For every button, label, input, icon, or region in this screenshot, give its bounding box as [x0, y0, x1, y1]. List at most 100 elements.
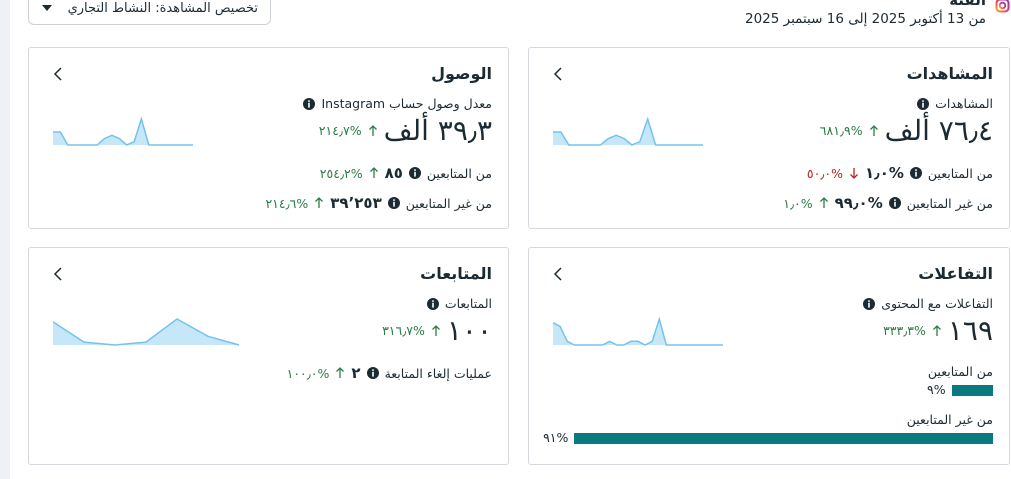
info-dot	[915, 169, 917, 171]
breakdown-row: من غير المتابعين %٩٩٫٠ %١٫٠	[783, 194, 993, 212]
metric-change: %٢١٤٫٧	[318, 123, 362, 138]
info-icon	[917, 97, 930, 110]
breakdown-change: %٢١٤٫٦	[265, 195, 309, 211]
info-dot	[868, 299, 871, 302]
info-icon	[408, 167, 421, 179]
arrow-path	[315, 197, 324, 208]
trend-arrow	[819, 197, 828, 208]
caret	[42, 5, 52, 11]
info-dot	[392, 199, 395, 201]
metric-card: التفاعلات التفاعلات مع المحتوى ١٦٩ %٣٣٣٫٣ من…	[528, 247, 1010, 465]
date-range: من 13 أكتوبر 2025 إلى 16 سبتمبر 2025	[745, 11, 986, 27]
chevron[interactable]	[553, 267, 563, 281]
trend-arrow	[431, 324, 440, 336]
info-bar	[868, 302, 871, 308]
arrow-path	[869, 124, 878, 136]
metric-value: ١٠٠	[446, 314, 492, 347]
sparkline	[52, 318, 240, 346]
info-bar	[922, 102, 924, 108]
info-dot	[432, 299, 434, 302]
info-bar	[414, 171, 416, 177]
metric-card: المشاهدات المشاهدات ٧٦٫٤ ألف %٦٨١٫٩ من المتا…	[528, 47, 1010, 229]
chevron[interactable]	[53, 67, 63, 81]
breakdown-row: عمليات إلغاء المتابعة ٢ %١٠٠٫٠	[287, 364, 492, 382]
breakdown-value: ٨٥	[384, 164, 403, 182]
view-selector-label: تخصيص المشاهدة: النشاط التجاري	[67, 1, 258, 16]
sparkline-line	[52, 318, 240, 346]
metric-label: المتابعات	[426, 296, 492, 311]
metric-value: ٧٦٫٤ ألف	[884, 114, 993, 147]
info-dot	[893, 199, 896, 201]
arrow-path	[369, 167, 378, 178]
arrow-path	[932, 324, 941, 336]
card-title: المتابعات	[420, 264, 492, 283]
breakdown-value: ٣٩٬٢٥٣	[330, 194, 382, 212]
breakdown-value: ٢	[351, 364, 361, 382]
sparkline-line	[53, 116, 193, 146]
metric-label-text: المشاهدات	[935, 96, 993, 111]
info-bar	[371, 371, 374, 377]
info-bar	[432, 302, 434, 308]
breakdown-value: %١٫٠	[864, 164, 904, 182]
value-row: ٧٦٫٤ ألف %٦٨١٫٩	[820, 114, 993, 147]
bar-label: من غير المتابعين	[906, 412, 993, 427]
info-icon	[303, 97, 316, 110]
arrow-path	[819, 197, 828, 208]
value-row: ١٠٠ %٣١٦٫٧	[382, 314, 492, 347]
info-icon	[366, 367, 379, 379]
breakdown-change: %٥٠٫٠	[806, 165, 843, 181]
bar-value-label: %٩١	[543, 430, 569, 445]
card-title: المشاهدات	[906, 64, 993, 83]
breakdown-change: %١٫٠	[783, 195, 813, 211]
metric-label: معدل وصول حساب Instagram	[303, 96, 492, 111]
chevron-path	[553, 267, 562, 281]
trend-arrow	[336, 367, 345, 378]
bar-label: من المتابعين	[927, 364, 993, 379]
bar	[574, 433, 993, 444]
metric-change: %٣٣٣٫٣	[883, 323, 926, 338]
arrow-path	[368, 124, 377, 136]
info-dot	[922, 99, 924, 102]
metric-label-text: معدل وصول حساب Instagram	[321, 96, 492, 111]
bar-value-label: %٩	[927, 382, 946, 397]
chevron[interactable]	[53, 267, 63, 281]
card-title: التفاعلات	[918, 264, 993, 283]
bar	[951, 385, 993, 396]
instagram-icon	[995, 0, 1010, 13]
value-row: ١٦٩ %٣٣٣٫٣	[883, 314, 993, 347]
info-icon	[863, 297, 876, 310]
info-bar	[308, 102, 311, 108]
metric-label: المشاهدات	[917, 96, 993, 111]
metric-label: التفاعلات مع المحتوى	[863, 296, 993, 311]
view-selector[interactable]: تخصيص المشاهدة: النشاط التجاري	[28, 0, 271, 25]
sparkline-line	[552, 316, 723, 346]
trend-arrow	[368, 124, 377, 136]
breakdown-change: %٢٥٤٫٢	[319, 165, 363, 181]
sparkline	[53, 116, 193, 146]
metric-label-text: التفاعلات مع المحتوى	[881, 296, 993, 311]
trend-arrow	[932, 324, 941, 336]
breakdown-change: %١٠٠٫٠	[286, 365, 330, 381]
trend-arrow	[315, 197, 324, 208]
info-icon	[888, 197, 901, 209]
arrow-path	[850, 168, 858, 179]
chevron[interactable]	[553, 67, 563, 81]
metric-card: المتابعات المتابعات ١٠٠ %٣١٦٫٧ عمليات إلغاء …	[28, 247, 509, 465]
breakdown-label: من المتابعين	[927, 165, 993, 181]
breakdown-row: من المتابعين ٨٥ %٢٥٤٫٢	[320, 164, 492, 182]
trend-arrow	[869, 124, 878, 136]
metric-value: ٣٩٫٣ ألف	[383, 114, 492, 147]
info-dot	[414, 169, 416, 171]
arrow-path	[431, 324, 440, 336]
breakdown-label: من المتابعين	[426, 165, 492, 181]
info-dot	[308, 99, 311, 102]
sparkline-area	[53, 319, 239, 345]
chevron-path	[553, 67, 562, 81]
info-dot	[371, 369, 374, 371]
chevron-path	[53, 267, 62, 281]
card-title: الوصول	[431, 64, 492, 83]
metric-label-text: المتابعات	[444, 296, 492, 311]
info-bar	[915, 171, 917, 177]
breakdown-row: من غير المتابعين ٣٩٬٢٥٣ %٢١٤٫٦	[265, 194, 492, 212]
